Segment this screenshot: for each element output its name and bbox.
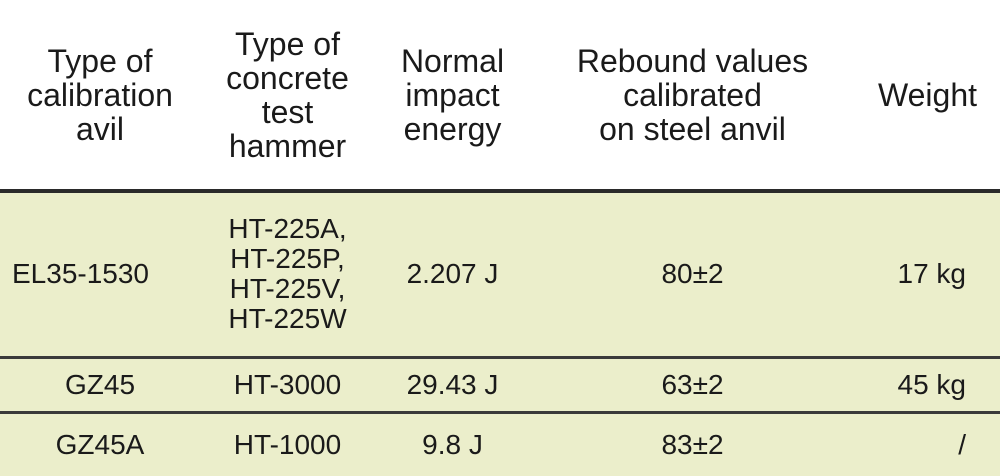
header-line: concrete <box>226 59 349 96</box>
header-rebound-values: Rebound values calibrated on steel anvil <box>530 0 855 191</box>
header-line: test <box>261 93 314 130</box>
header-line: Rebound values <box>576 42 809 79</box>
hammer-model: HT-225W <box>228 303 347 335</box>
hammer-model: HT-225A, <box>228 213 347 245</box>
table-row: GZ45A HT-1000 9.8 J 83±2 / <box>0 410 1000 476</box>
hammer-model: HT-225V, <box>229 273 346 305</box>
table-body: EL35-1530 HT-225A, HT-225P, HT-225V, HT-… <box>0 189 1000 476</box>
cell-energy: 9.8 J <box>375 410 530 476</box>
header-line: energy <box>403 110 502 147</box>
cell-rebound: 80±2 <box>530 189 855 357</box>
table-header: Type of calibration avil Type of concret… <box>0 0 1000 191</box>
header-line: Weight <box>877 76 977 113</box>
header-line: calibration <box>27 76 173 113</box>
cell-anvil: GZ45A <box>0 410 200 476</box>
cell-anvil: GZ45 <box>0 355 200 412</box>
header-line: hammer <box>228 127 347 164</box>
header-anvil-type: Type of calibration avil <box>0 0 200 191</box>
table-row: GZ45 HT-3000 29.43 J 63±2 45 kg <box>0 355 1000 412</box>
header-line: avil <box>75 110 124 147</box>
header-line: Type of <box>235 25 340 62</box>
header-line: Normal <box>400 42 505 79</box>
cell-rebound: 83±2 <box>530 410 855 476</box>
hammer-model: HT-225P, <box>230 243 345 275</box>
header-line: impact <box>405 76 500 113</box>
table-row: EL35-1530 HT-225A, HT-225P, HT-225V, HT-… <box>0 189 1000 357</box>
cell-anvil: EL35-1530 <box>0 189 200 357</box>
header-weight: Weight <box>855 0 1000 191</box>
header-impact-energy: Normal impact energy <box>375 0 530 191</box>
cell-weight: 17 kg <box>855 189 1000 357</box>
cell-hammers: HT-225A, HT-225P, HT-225V, HT-225W <box>200 189 375 357</box>
header-line: calibrated <box>623 76 762 113</box>
cell-energy: 2.207 J <box>375 189 530 357</box>
cell-hammers: HT-1000 <box>200 410 375 476</box>
cell-weight: 45 kg <box>855 355 1000 412</box>
header-line: Type of <box>47 42 153 79</box>
cell-weight: / <box>855 410 1000 476</box>
header-row: Type of calibration avil Type of concret… <box>0 0 1000 191</box>
header-hammer-type: Type of concrete test hammer <box>200 0 375 191</box>
cell-hammers: HT-3000 <box>200 355 375 412</box>
cell-energy: 29.43 J <box>375 355 530 412</box>
header-line: on steel anvil <box>599 110 786 147</box>
cell-rebound: 63±2 <box>530 355 855 412</box>
